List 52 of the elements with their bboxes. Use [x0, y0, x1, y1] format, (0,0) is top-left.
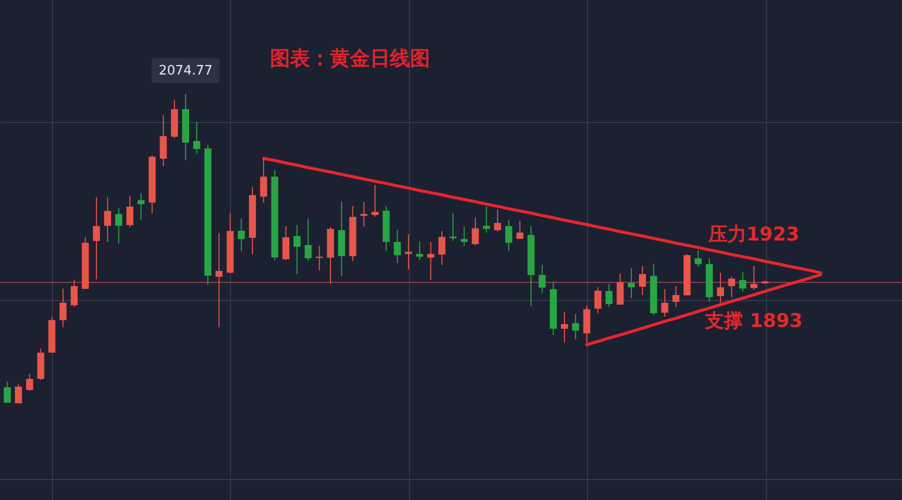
candlestick	[404, 234, 412, 270]
candlestick	[494, 208, 502, 232]
candlestick	[516, 220, 524, 240]
candlestick	[26, 373, 34, 392]
candlestick	[416, 241, 424, 261]
series-label: 压力1923	[707, 223, 800, 246]
candlestick	[4, 381, 11, 404]
candlestick	[260, 158, 268, 204]
candlestick	[728, 276, 736, 298]
candlestick	[482, 206, 490, 234]
candlestick	[238, 218, 245, 252]
candlestick	[360, 201, 368, 228]
candlestick	[316, 245, 323, 272]
candlestick	[472, 216, 479, 246]
candlestick	[282, 226, 290, 261]
candlestick	[750, 265, 758, 291]
candlestick	[104, 196, 112, 242]
candlestick	[14, 384, 22, 404]
candlestick	[126, 195, 134, 228]
candlestick	[304, 218, 312, 262]
series-label: 支撑 1893	[704, 310, 803, 332]
candlestick	[160, 114, 167, 167]
candlestick	[572, 313, 580, 340]
candlestick	[372, 184, 379, 218]
candlestick	[438, 230, 446, 266]
candlestick	[538, 264, 546, 294]
candlestick	[193, 121, 200, 155]
candlestick	[450, 212, 457, 242]
candlestick	[427, 241, 434, 280]
candlestick	[638, 265, 646, 296]
annotation: 2074.77	[158, 64, 212, 79]
candlestick	[92, 196, 100, 280]
candlestick	[60, 288, 67, 328]
candlestick	[70, 279, 78, 308]
candlestick	[694, 249, 702, 268]
candlestick	[628, 268, 635, 299]
candlestick	[716, 272, 724, 304]
candlestick	[216, 232, 223, 328]
candlestick	[672, 286, 680, 308]
candlestick	[616, 272, 624, 306]
candlestick	[560, 311, 568, 344]
chart-title: 图表：黄金日线图	[270, 46, 430, 70]
candlestick	[294, 224, 301, 275]
candlestick	[115, 208, 122, 244]
candlestick	[394, 230, 401, 264]
candlestick	[505, 219, 512, 252]
candlestick	[606, 283, 613, 308]
candlestick	[138, 192, 145, 220]
candlestick	[460, 226, 468, 246]
candlestick	[594, 286, 602, 314]
candlestick	[739, 271, 746, 292]
candlestick	[661, 288, 668, 318]
